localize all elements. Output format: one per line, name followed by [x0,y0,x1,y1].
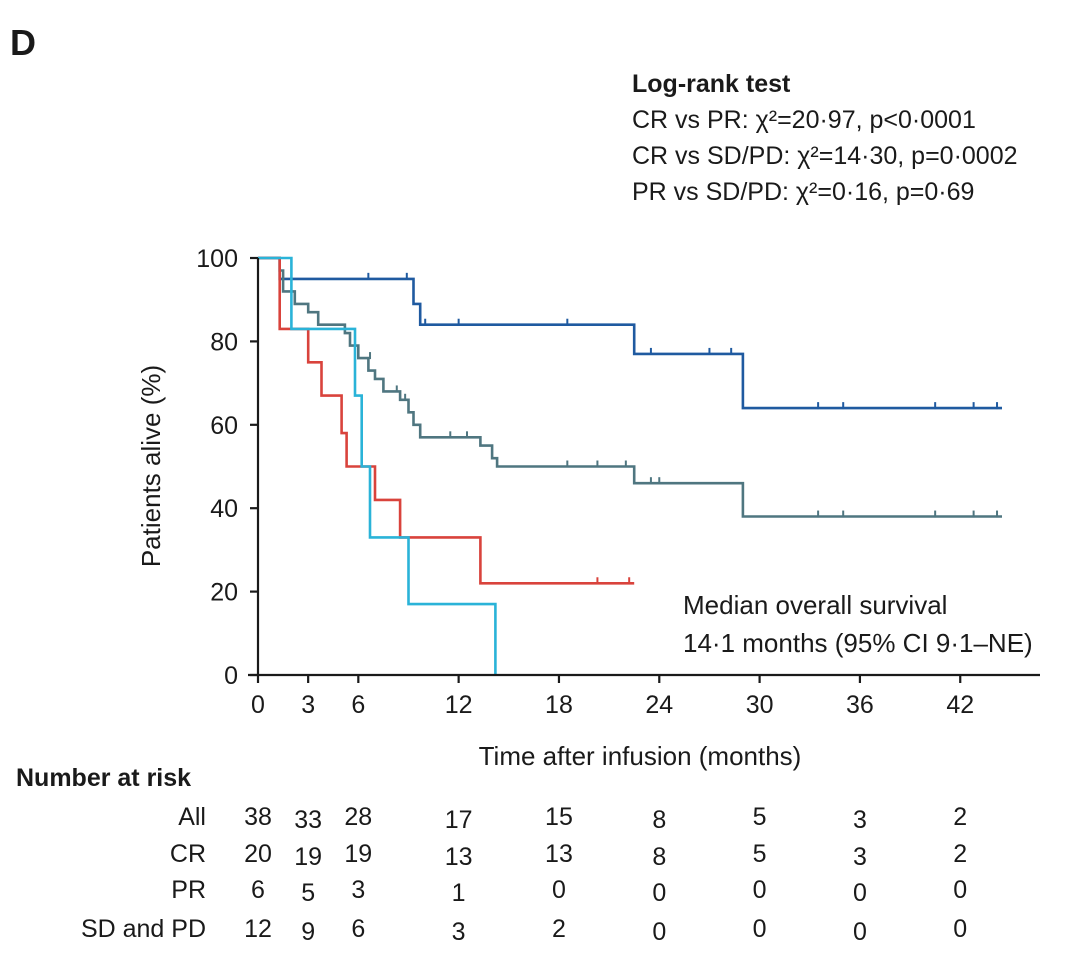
risk-cell: 5 [753,803,767,831]
logrank-line-pr-sdpd: PR vs SD/PD: χ²=0·16, p=0·69 [632,178,975,206]
risk-cell: 8 [652,806,666,834]
risk-cell: 0 [753,876,767,904]
x-axis-label: Time after infusion (months) [479,741,802,771]
x-tick-label: 42 [946,691,974,719]
survival-curves [258,256,1002,675]
risk-cell: 3 [452,918,466,946]
logrank-title: Log-rank test [632,70,791,98]
risk-cell: 2 [552,915,566,943]
risk-cell: 0 [652,879,666,907]
risk-cell: 2 [953,803,967,831]
y-tick-label: 80 [210,328,238,356]
median-os-line1: Median overall survival [683,590,947,620]
risk-row-label: All [178,803,206,831]
risk-cell: 3 [853,806,867,834]
logrank-line-cr-sdpd: CR vs SD/PD: χ²=14·30, p=0·0002 [632,142,1018,170]
risk-cell: 28 [344,803,372,831]
axes [248,258,1040,677]
risk-cell: 20 [244,840,272,868]
logrank-line-cr-pr: CR vs PR: χ²=20·97, p<0·0001 [632,106,976,134]
risk-cell: 38 [244,803,272,831]
median-os-line2: 14·1 months (95% CI 9·1–NE) [683,628,1033,658]
risk-cell: 0 [953,915,967,943]
x-tick-label: 36 [846,691,874,719]
risk-cell: 13 [445,843,473,871]
risk-cell: 0 [552,876,566,904]
risk-row-label: SD and PD [81,915,206,943]
risk-cell: 9 [301,918,315,946]
risk-cell: 6 [351,915,365,943]
risk-cell: 19 [344,840,372,868]
risk-cell: 12 [244,915,272,943]
risk-cell: 33 [294,806,322,834]
y-tick-label: 40 [210,495,238,523]
risk-cell: 0 [853,879,867,907]
x-tick-label: 24 [645,691,673,719]
y-axis-label: Patients alive (%) [136,365,166,567]
risk-cell: 13 [545,840,573,868]
risk-row-label: CR [170,840,206,868]
y-tick-label: 60 [210,412,238,440]
x-tick-label: 30 [746,691,774,719]
x-tick-label: 3 [301,691,315,719]
risk-table: Number at risk All 38 33 28 17 15 8 5 3 2CR 20 19 19… [16,764,967,946]
risk-cell: 3 [853,843,867,871]
panel-label: D [10,22,36,63]
risk-cell: 0 [753,915,767,943]
risk-cell: 5 [301,879,315,907]
y-tick-label: 0 [224,662,238,690]
x-tick-label: 0 [251,691,265,719]
risk-cell: 3 [351,876,365,904]
curve-all [258,256,1002,518]
risk-cell: 19 [294,843,322,871]
logrank-legend: Log-rank test CR vs PR: χ²=20·97, p<0·00… [632,66,1018,210]
risk-cell: 0 [652,918,666,946]
risk-cell: 8 [652,843,666,871]
risk-cell: 6 [251,876,265,904]
risk-cell: 0 [953,876,967,904]
risk-cell: 0 [853,918,867,946]
y-tick-label: 100 [196,245,238,273]
risk-cell: 5 [753,840,767,868]
risk-cell: 1 [452,879,466,907]
x-tick-label: 6 [351,691,365,719]
risk-table-title: Number at risk [16,764,191,792]
risk-cell: 2 [953,840,967,868]
x-tick-label: 12 [445,691,473,719]
risk-cell: 15 [545,803,573,831]
y-tick-label: 20 [210,579,238,607]
risk-cell: 17 [445,806,473,834]
curve-sd-and-pd [258,256,497,675]
curve-cr [258,256,1002,410]
curve-pr [258,256,635,585]
risk-row-label: PR [171,876,206,904]
x-tick-label: 18 [545,691,573,719]
